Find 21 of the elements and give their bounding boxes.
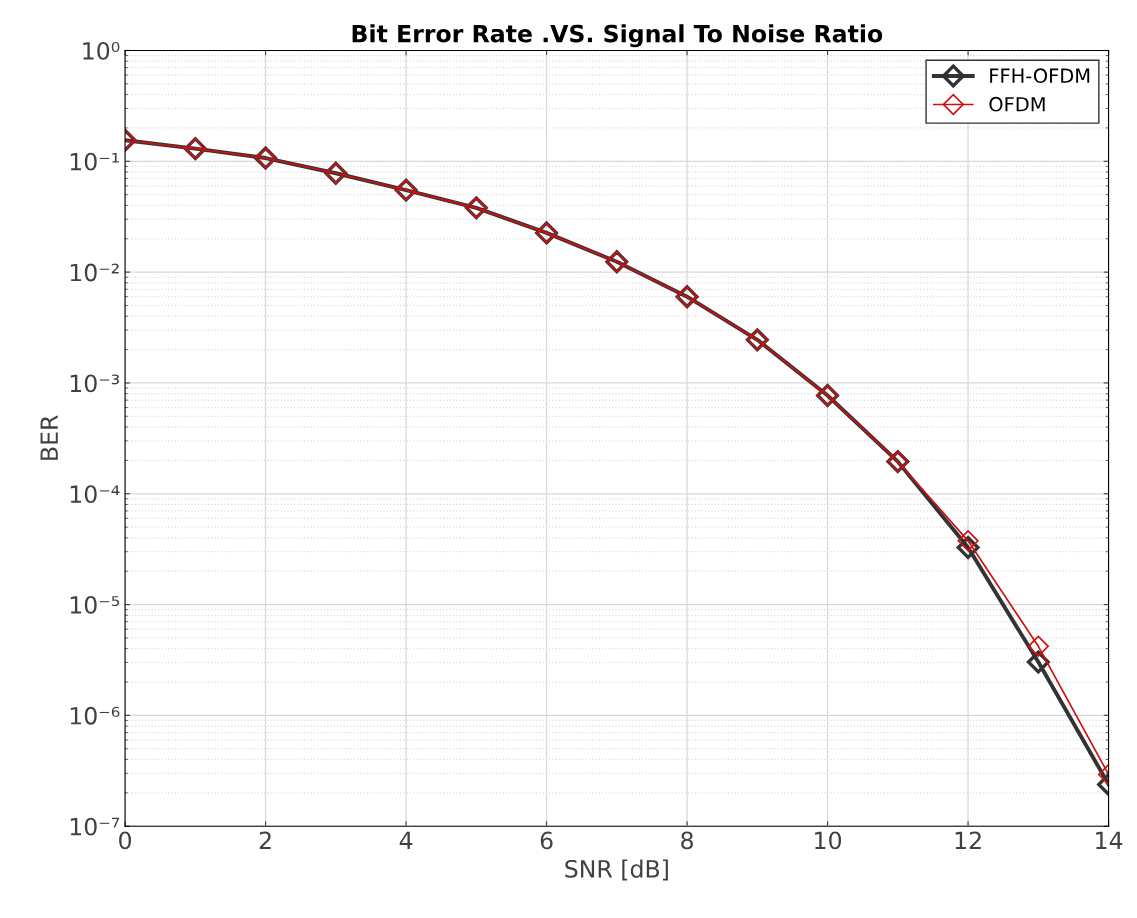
y-axis-title: BER (40, 415, 58, 460)
y-tick-label: 10⁻⁶ (70, 706, 120, 725)
x-axis-title: SNR [dB] (565, 859, 668, 881)
y-tick-label: 10⁻⁵ (70, 596, 120, 614)
x-tick-label: 2 (259, 831, 271, 849)
y-tick-label: 10⁻² (70, 263, 119, 282)
y-tick-label: 10⁻⁴ (70, 485, 120, 504)
chart-title: Bit Error Rate .VS. Signal To Noise Ratio (352, 24, 883, 48)
x-tick-label: 6 (540, 831, 553, 850)
x-tick-label: 12 (955, 831, 981, 849)
x-tick-label: 0 (119, 831, 132, 850)
y-tick-label: 10⁻⁷ (70, 817, 120, 836)
y-tick-label: 10⁻³ (70, 374, 120, 393)
x-tick-label: 14 (1096, 831, 1123, 849)
x-tick-label: 4 (399, 831, 413, 849)
x-tick-label: 8 (681, 831, 693, 850)
legend-label: FFH-OFDM (990, 68, 1090, 84)
x-tick-label: 10 (815, 831, 842, 850)
y-tick-label: 10⁰ (83, 41, 120, 60)
legend-label: OFDM (989, 96, 1045, 112)
y-tick-label: 10⁻¹ (70, 152, 119, 171)
